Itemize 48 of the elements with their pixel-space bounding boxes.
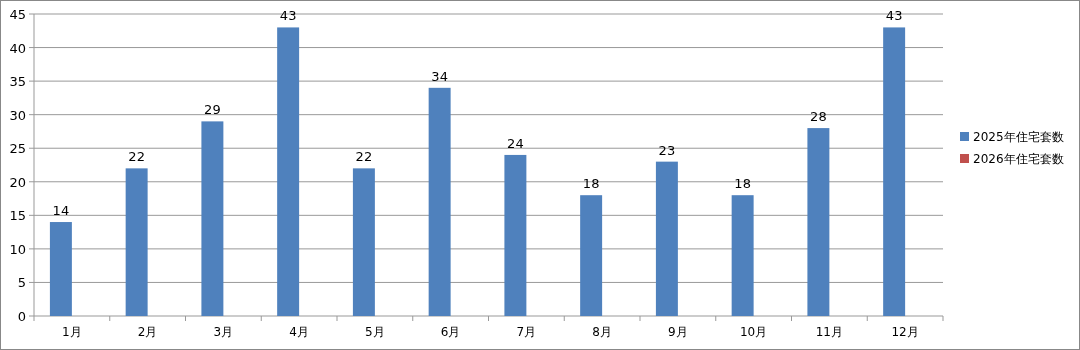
bar xyxy=(352,168,375,316)
x-tick-label: 7月 xyxy=(516,325,537,339)
y-tick-label: 35 xyxy=(9,74,26,90)
y-tick-label: 15 xyxy=(9,208,26,224)
x-tick-label: 9月 xyxy=(668,325,688,339)
data-label: 22 xyxy=(355,149,373,165)
data-label: 14 xyxy=(52,203,70,219)
bar xyxy=(731,195,754,316)
bar xyxy=(277,27,300,316)
data-label: 24 xyxy=(507,135,524,151)
data-label: 28 xyxy=(810,109,827,125)
x-tick-label: 6月 xyxy=(440,325,461,339)
x-tick-label: 8月 xyxy=(592,325,612,339)
y-tick-label: 0 xyxy=(17,309,26,324)
x-tick-label: 4月 xyxy=(289,325,309,339)
y-tick-label: 20 xyxy=(9,174,26,190)
x-tick-label: 3月 xyxy=(213,325,234,339)
y-tick-label: 10 xyxy=(9,241,26,257)
bar xyxy=(428,87,451,316)
bar xyxy=(807,128,830,316)
data-label: 43 xyxy=(885,8,903,24)
data-label: 34 xyxy=(431,68,448,84)
bar xyxy=(49,222,72,316)
x-tick-label: 12月 xyxy=(891,325,919,339)
y-tick-label: 30 xyxy=(9,107,26,123)
bar xyxy=(655,161,678,316)
y-tick-label: 45 xyxy=(9,7,26,22)
bar xyxy=(504,154,527,316)
data-label: 43 xyxy=(279,8,297,24)
y-tick-label: 5 xyxy=(17,275,26,291)
x-tick-label: 10月 xyxy=(739,325,768,339)
x-tick-label: 5月 xyxy=(365,325,385,339)
y-tick-label: 40 xyxy=(9,40,26,56)
x-tick-label: 11月 xyxy=(815,325,844,339)
bar xyxy=(201,121,224,316)
legend-label: 2026年住宅套数 xyxy=(973,152,1064,166)
y-tick-label: 25 xyxy=(9,141,26,157)
bar xyxy=(580,195,603,316)
data-label: 22 xyxy=(128,149,145,165)
data-label: 29 xyxy=(204,102,221,118)
legend-label: 2025年住宅套数 xyxy=(973,130,1064,144)
bar xyxy=(883,27,906,316)
bar xyxy=(125,168,148,316)
data-label: 18 xyxy=(582,176,600,192)
data-label: 18 xyxy=(734,176,751,192)
x-tick-label: 2月 xyxy=(137,325,158,339)
data-label: 23 xyxy=(658,142,676,158)
x-tick-label: 1月 xyxy=(62,325,82,339)
